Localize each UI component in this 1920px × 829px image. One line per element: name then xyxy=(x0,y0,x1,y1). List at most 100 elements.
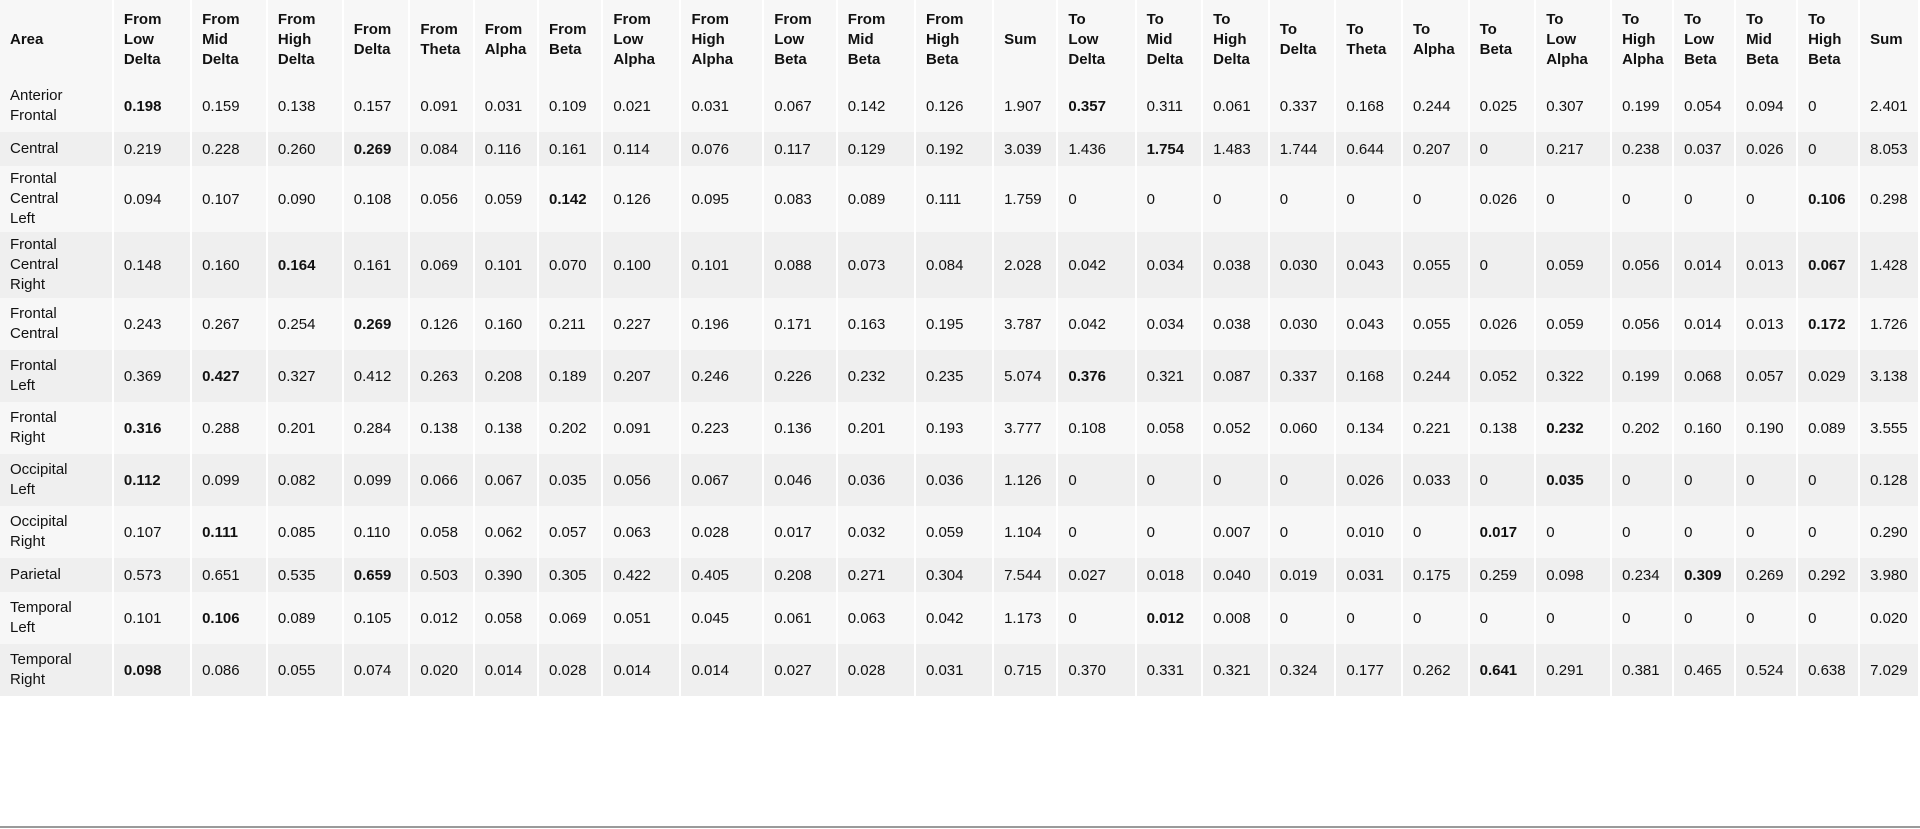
value-cell: 0.036 xyxy=(837,454,914,506)
value-cell: 0 xyxy=(1612,166,1673,232)
value: 0.026 xyxy=(1479,315,1518,333)
value-cell: 0.357 xyxy=(1058,80,1135,132)
value: 0.161 xyxy=(353,256,392,274)
value: 0.199 xyxy=(1622,367,1660,385)
value-cell: 0.094 xyxy=(1736,80,1797,132)
value-cell: 0.260 xyxy=(267,132,342,166)
value-cell: 0.641 xyxy=(1469,644,1535,696)
area-label: Frontal xyxy=(10,305,57,322)
value-cell: 0.085 xyxy=(267,506,342,558)
value-cell: 0.211 xyxy=(539,298,602,350)
value: 0.028 xyxy=(549,661,587,679)
value: 0.573 xyxy=(123,566,162,584)
value-cell: 7.029 xyxy=(1860,644,1918,696)
value: 0.207 xyxy=(613,367,651,385)
value: 0.019 xyxy=(1279,566,1318,584)
value: 0.026 xyxy=(1479,190,1518,208)
value-cell: 0.056 xyxy=(603,454,680,506)
value: 2.401 xyxy=(1870,97,1908,115)
value: 0.324 xyxy=(1279,661,1318,679)
value: 0 xyxy=(1746,190,1755,208)
value-cell: 0.031 xyxy=(474,80,537,132)
max-value: 0.427 xyxy=(202,367,240,385)
value: 0.090 xyxy=(277,190,316,208)
column-header-text: From xyxy=(353,21,392,38)
value-cell: 0.198 xyxy=(113,80,191,132)
value-cell: 0.031 xyxy=(1336,558,1401,592)
table-row: Frontal Right 0.316 0.288 0.201 0.284 0.138 0.1… xyxy=(0,402,1918,454)
value-cell: 0.013 xyxy=(1736,232,1797,298)
value-cell: 0.208 xyxy=(474,350,537,402)
value: 0.422 xyxy=(613,566,651,584)
value: 0.307 xyxy=(1546,97,1584,115)
value-cell: 0.298 xyxy=(1860,166,1918,232)
value-cell: 0.052 xyxy=(1203,402,1268,454)
value-cell: 0.008 xyxy=(1203,592,1268,644)
value-cell: 0.129 xyxy=(837,132,914,166)
area-label: Left xyxy=(10,377,36,394)
value-cell: 0.161 xyxy=(539,132,602,166)
value: 1.744 xyxy=(1279,140,1318,158)
value: 3.777 xyxy=(1004,419,1042,437)
value-cell: 0.100 xyxy=(603,232,680,298)
value-cell: 0.217 xyxy=(1536,132,1611,166)
value: 0.160 xyxy=(484,315,523,333)
value: 0.715 xyxy=(1004,661,1042,679)
value: 0.327 xyxy=(277,367,316,385)
value-cell: 0.019 xyxy=(1269,558,1335,592)
area-cell: Parietal xyxy=(0,558,112,592)
value: 0.405 xyxy=(691,566,730,584)
value: 0.262 xyxy=(1413,661,1451,679)
value-cell: 0.059 xyxy=(915,506,993,558)
value-cell: 0.288 xyxy=(192,402,266,454)
value: 0.195 xyxy=(925,315,964,333)
value-cell: 0.651 xyxy=(192,558,266,592)
value-cell: 0.017 xyxy=(764,506,836,558)
max-value: 0.106 xyxy=(1808,190,1846,208)
column-header-text: Low xyxy=(1684,31,1715,48)
value-cell: 0 xyxy=(1798,80,1859,132)
column-header: To Delta xyxy=(1269,0,1335,80)
value: 0.067 xyxy=(484,471,523,489)
value-cell: 0.226 xyxy=(764,350,836,402)
table-row: Occipital Left 0.112 0.099 0.082 0.099 0.066 0.… xyxy=(0,454,1918,506)
max-value: 0.017 xyxy=(1479,523,1518,541)
column-header-text: Area xyxy=(10,31,44,48)
max-value: 0.067 xyxy=(1808,256,1846,274)
column-header-text: High xyxy=(277,31,312,48)
value: 0.126 xyxy=(613,190,651,208)
column-header-text: Alpha xyxy=(1546,51,1588,68)
value-cell: 0.134 xyxy=(1336,402,1401,454)
column-header-text: From xyxy=(277,11,316,28)
value-cell: 0.207 xyxy=(603,350,680,402)
column-header-text: Low xyxy=(123,31,154,48)
value: 0.114 xyxy=(613,140,650,158)
value: 0.244 xyxy=(1413,367,1451,385)
area-label: Frontal xyxy=(10,107,57,124)
value-cell: 0 xyxy=(1736,592,1797,644)
value-cell: 0.058 xyxy=(474,592,537,644)
value-cell: 0.316 xyxy=(113,402,191,454)
column-header: From Theta xyxy=(410,0,473,80)
value-cell: 0.091 xyxy=(410,80,473,132)
value: 0.013 xyxy=(1746,315,1784,333)
value-cell: 0.126 xyxy=(410,298,473,350)
column-header-text: To xyxy=(1413,21,1431,38)
value-cell: 1.104 xyxy=(994,506,1057,558)
value: 0 xyxy=(1146,190,1155,208)
value: 0 xyxy=(1213,190,1222,208)
value: 0 xyxy=(1684,190,1693,208)
value: 0.056 xyxy=(1622,315,1660,333)
column-header-text: High xyxy=(1622,31,1656,48)
area-label: Temporal xyxy=(10,599,72,616)
value-cell: 0.126 xyxy=(603,166,680,232)
value: 0.263 xyxy=(420,367,458,385)
value: 0.061 xyxy=(774,609,812,627)
value-cell: 0.058 xyxy=(410,506,473,558)
value: 0.111 xyxy=(925,190,962,208)
value-cell: 0.148 xyxy=(113,232,191,298)
value-cell: 0.290 xyxy=(1860,506,1918,558)
area-label: Right xyxy=(10,276,46,293)
value-cell: 0.128 xyxy=(1860,454,1918,506)
column-header-text: To xyxy=(1146,11,1164,28)
